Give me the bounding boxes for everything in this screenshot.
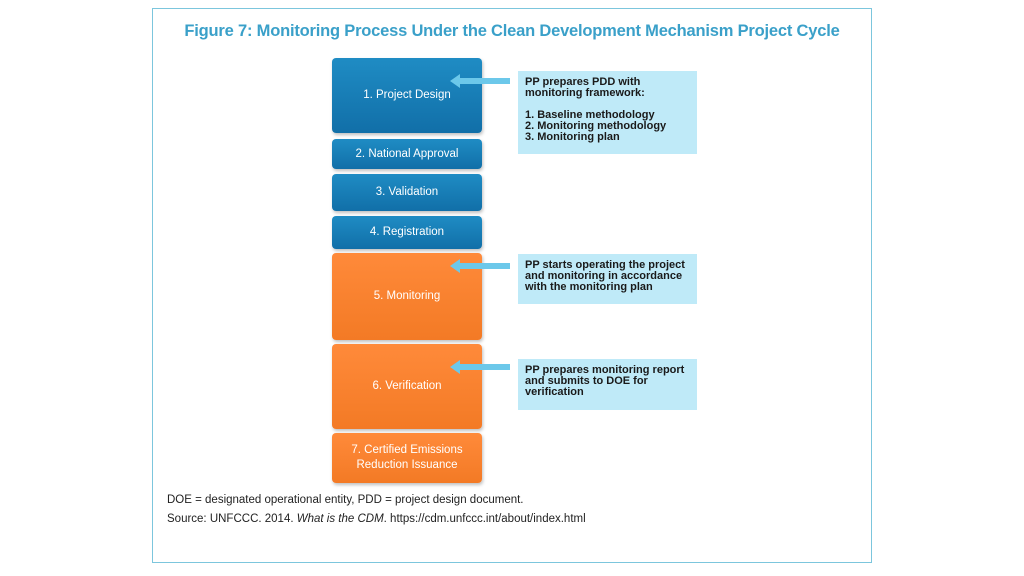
step-national-approval: 2. National Approval xyxy=(332,139,482,169)
note-monitoring: PP starts operating the project and moni… xyxy=(518,254,697,304)
step-registration: 4. Registration xyxy=(332,216,482,249)
note-project-design: PP prepares PDD with monitoring framewor… xyxy=(518,71,697,154)
source-prefix: Source: UNFCCC. 2014. xyxy=(167,513,297,525)
note-item: 3. Monitoring plan xyxy=(525,131,620,143)
note-verification: PP prepares monitoring report and submit… xyxy=(518,359,697,410)
note-intro: PP prepares PDD with monitoring framewor… xyxy=(525,76,645,99)
abbreviations-note: DOE = designated operational entity, PDD… xyxy=(167,494,524,506)
note-item: 1. Baseline methodology xyxy=(525,109,655,121)
arrow-left-icon xyxy=(450,74,510,88)
source-suffix: . https://cdm.unfccc.int/about/index.htm… xyxy=(383,513,586,525)
source-note: Source: UNFCCC. 2014. What is the CDM. h… xyxy=(167,513,586,525)
note-item: 2. Monitoring methodology xyxy=(525,120,667,132)
figure-title: Figure 7: Monitoring Process Under the C… xyxy=(184,22,840,40)
step-verification: 6. Verification xyxy=(332,344,482,429)
arrow-left-icon xyxy=(450,259,510,273)
source-title: What is the CDM xyxy=(296,513,384,525)
step-project-design: 1. Project Design xyxy=(332,58,482,133)
figure-frame xyxy=(152,8,872,563)
step-cer-issuance: 7. Certified Emissions Reduction Issuanc… xyxy=(332,433,482,483)
step-validation: 3. Validation xyxy=(332,174,482,211)
arrow-left-icon xyxy=(450,360,510,374)
